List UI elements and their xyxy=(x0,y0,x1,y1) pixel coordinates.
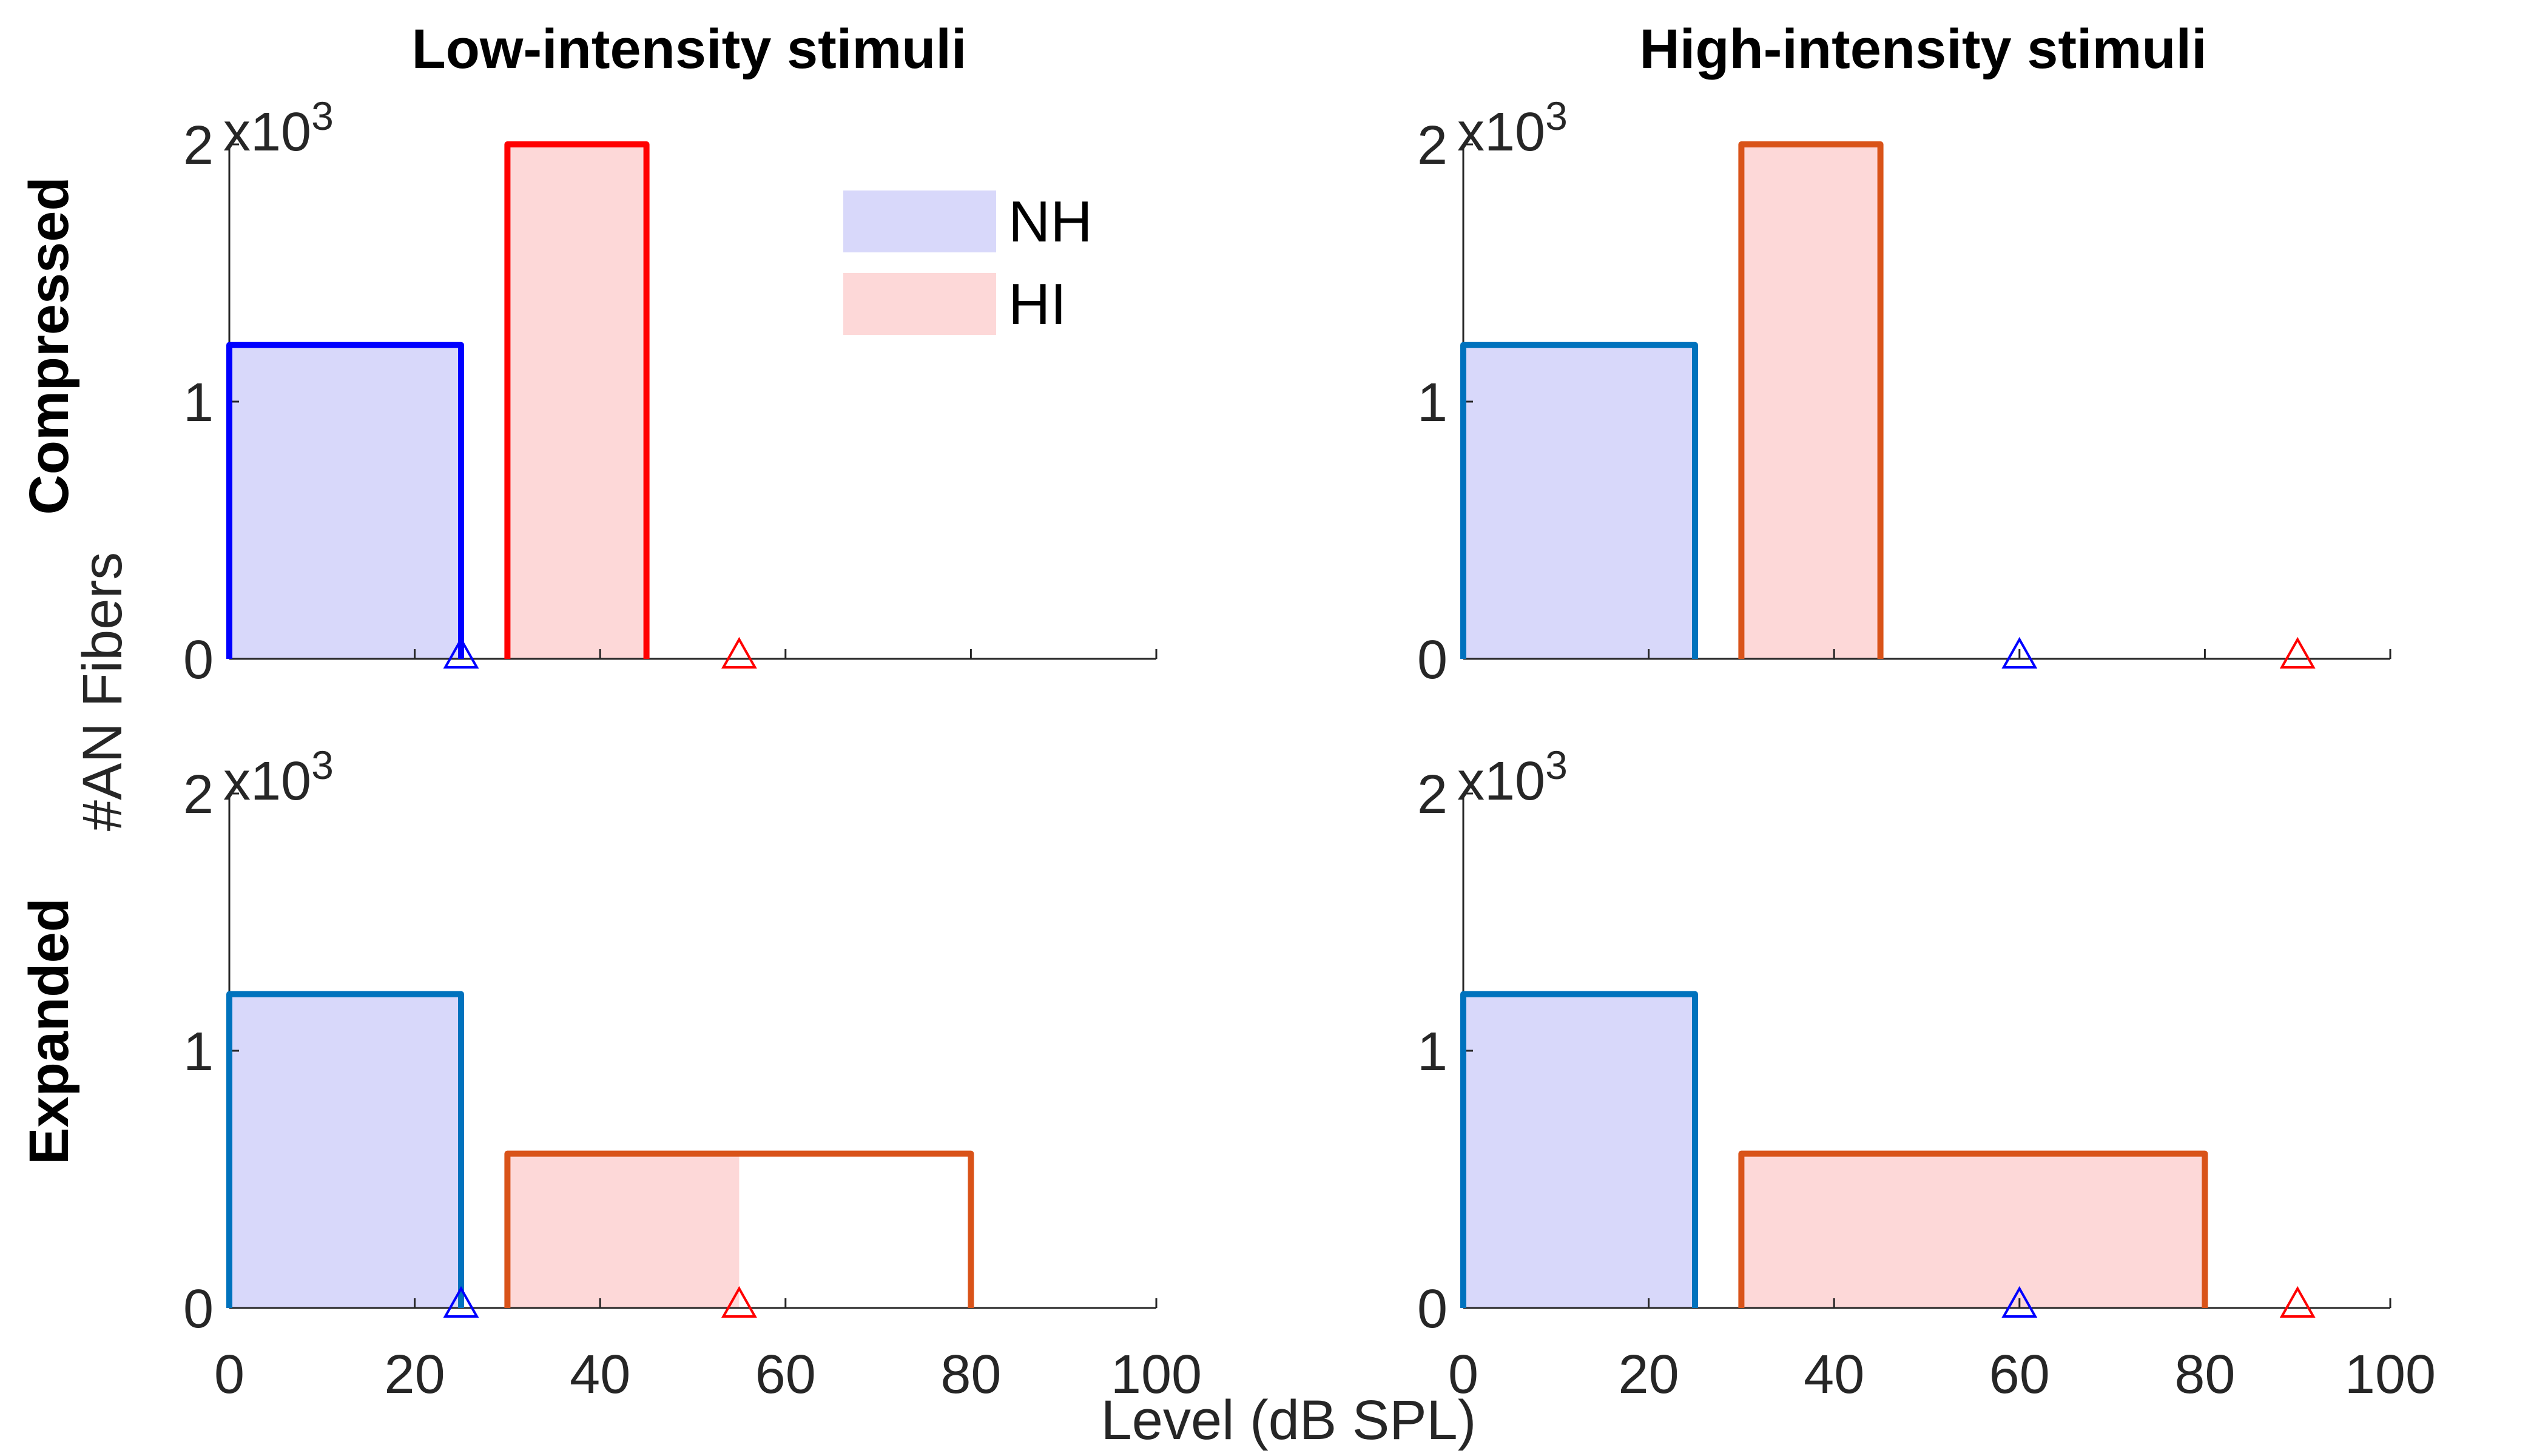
bar-outline-hi xyxy=(504,141,650,659)
y-exponent-power: 3 xyxy=(311,743,334,787)
legend-swatch-hi xyxy=(843,273,996,335)
bar-outline-hi xyxy=(1738,1150,2208,1308)
bar-outline-nh xyxy=(1460,342,1698,659)
x-tick-label: 100 xyxy=(2345,1344,2436,1405)
y-tick-label: 1 xyxy=(183,372,214,433)
threshold-marker xyxy=(721,636,757,669)
threshold-marker xyxy=(2279,1286,2316,1318)
y-exponent-label: x103 xyxy=(1457,93,1568,163)
x-axis-label: Level (dB SPL) xyxy=(1101,1389,1477,1451)
x-tick-label: 80 xyxy=(2174,1344,2235,1405)
panel-2: 0 1 2 x103 xyxy=(1417,93,2391,690)
y-exponent-label: x103 xyxy=(223,93,334,163)
y-tick-label: 2 xyxy=(183,764,214,825)
y-tick-label: 0 xyxy=(1417,1279,1448,1340)
bar-fill-nh xyxy=(1463,345,1695,659)
x-tick-label: 20 xyxy=(385,1344,445,1405)
threshold-marker xyxy=(2001,636,2038,669)
y-tick-label: 2 xyxy=(1417,115,1448,176)
bar-outline-hi xyxy=(1738,141,1884,659)
bar-outline-hi xyxy=(504,1150,974,1308)
x-tick-label: 60 xyxy=(1989,1344,2050,1405)
y-tick-label: 0 xyxy=(183,1279,214,1340)
bar-fill-nh xyxy=(1463,994,1695,1308)
y-exponent-power: 3 xyxy=(1545,93,1568,138)
bar-outline-nh xyxy=(226,991,464,1308)
x-tick-label: 80 xyxy=(940,1344,1001,1405)
bar-fill-hi xyxy=(1741,144,1881,659)
x-tick-label: 60 xyxy=(755,1344,816,1405)
column-title-low: Low-intensity stimuli xyxy=(412,18,967,80)
y-tick-label: 2 xyxy=(1417,764,1448,825)
bar-outline-nh xyxy=(1460,991,1698,1308)
bar-fill-hi xyxy=(507,144,647,659)
legend-label-nh: NH xyxy=(1008,189,1093,254)
legend-swatch-nh xyxy=(843,190,996,252)
y-tick-label: 0 xyxy=(1417,630,1448,690)
row-label-compressed: Compressed xyxy=(18,177,80,514)
x-tick-label: 0 xyxy=(1448,1344,1478,1405)
y-exponent-label: x103 xyxy=(223,743,334,812)
threshold-marker xyxy=(2001,1286,2038,1318)
y-axis-label: #AN Fibers xyxy=(72,552,133,831)
y-exponent-power: 3 xyxy=(311,93,334,138)
x-tick-label: 0 xyxy=(214,1344,244,1405)
threshold-marker xyxy=(443,636,479,669)
y-exponent-label: x103 xyxy=(1457,743,1568,812)
x-tick-label: 40 xyxy=(570,1344,630,1405)
x-tick-label: 20 xyxy=(1619,1344,1679,1405)
threshold-marker xyxy=(721,1286,757,1318)
x-tick-label: 40 xyxy=(1804,1344,1864,1405)
y-tick-label: 2 xyxy=(183,115,214,176)
threshold-marker xyxy=(443,1286,479,1318)
bar-fill-nh xyxy=(229,345,461,659)
column-title-high: High-intensity stimuli xyxy=(1639,18,2206,80)
row-label-expanded: Expanded xyxy=(18,898,80,1165)
y-tick-label: 1 xyxy=(1417,1022,1448,1082)
x-tick-label: 100 xyxy=(1111,1344,1202,1405)
y-tick-label: 0 xyxy=(183,630,214,690)
legend-label-hi: HI xyxy=(1008,272,1067,337)
bar-fill-nh xyxy=(229,994,461,1308)
y-exponent-power: 3 xyxy=(1545,743,1568,787)
bar-fill-hi xyxy=(507,1153,740,1308)
bar-fill-hi xyxy=(1741,1153,2205,1308)
y-tick-label: 1 xyxy=(1417,372,1448,433)
panel-1: 0 1 2 x103 NH HI xyxy=(183,93,1158,690)
bar-outline-nh xyxy=(226,342,464,659)
threshold-marker xyxy=(2279,636,2316,669)
y-tick-label: 1 xyxy=(183,1022,214,1082)
